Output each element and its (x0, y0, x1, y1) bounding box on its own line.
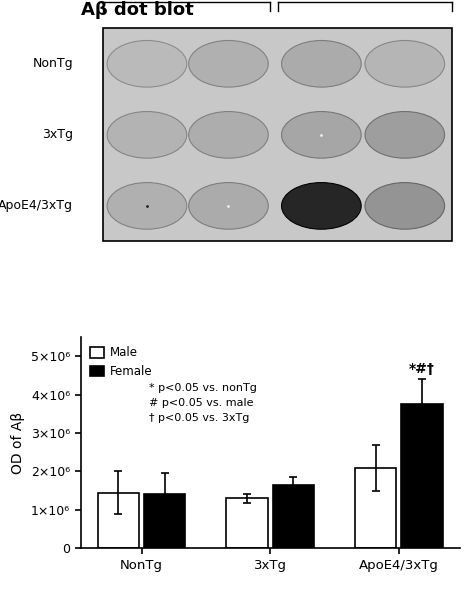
Circle shape (282, 41, 361, 87)
Y-axis label: OD of Aβ: OD of Aβ (11, 411, 25, 474)
Circle shape (189, 41, 268, 87)
Circle shape (107, 41, 187, 87)
Circle shape (189, 182, 268, 229)
Text: NonTg: NonTg (32, 57, 73, 70)
Bar (144, 495, 185, 548)
Bar (401, 404, 443, 548)
Circle shape (107, 182, 187, 229)
Bar (273, 485, 314, 548)
Circle shape (365, 182, 445, 229)
Bar (227, 498, 268, 548)
Text: 3xTg: 3xTg (42, 128, 73, 141)
Circle shape (189, 111, 268, 158)
Circle shape (365, 111, 445, 158)
Text: *#†: *#† (409, 362, 435, 376)
Bar (98, 492, 139, 548)
Circle shape (365, 41, 445, 87)
Text: * p<0.05 vs. nonTg
# p<0.05 vs. male
† p<0.05 vs. 3xTg: * p<0.05 vs. nonTg # p<0.05 vs. male † p… (149, 383, 257, 423)
Legend: Male, Female: Male, Female (86, 343, 156, 382)
Text: ApoE4/3xTg: ApoE4/3xTg (0, 200, 73, 212)
Circle shape (282, 182, 361, 229)
FancyBboxPatch shape (103, 28, 452, 241)
Circle shape (282, 111, 361, 158)
Bar (355, 468, 396, 548)
Text: Aβ dot blot: Aβ dot blot (81, 1, 193, 20)
Circle shape (107, 111, 187, 158)
